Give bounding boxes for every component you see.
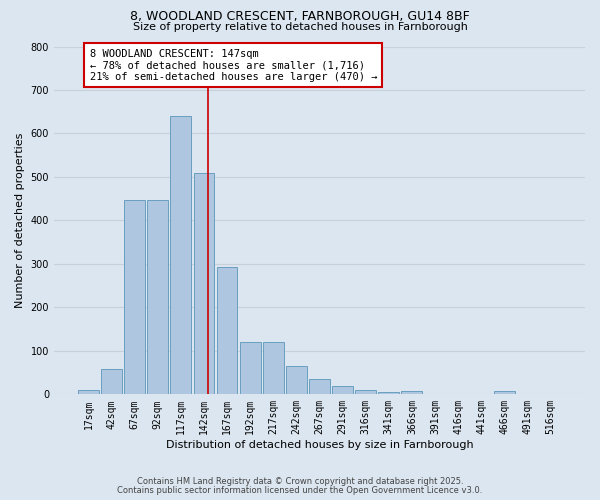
Text: 8 WOODLAND CRESCENT: 147sqm
← 78% of detached houses are smaller (1,716)
21% of : 8 WOODLAND CRESCENT: 147sqm ← 78% of det… bbox=[89, 48, 377, 82]
Bar bbox=[217, 267, 238, 394]
Text: 8, WOODLAND CRESCENT, FARNBOROUGH, GU14 8BF: 8, WOODLAND CRESCENT, FARNBOROUGH, GU14 … bbox=[130, 10, 470, 23]
Bar bbox=[148, 200, 168, 394]
Bar bbox=[355, 390, 376, 394]
Bar bbox=[124, 200, 145, 394]
Bar bbox=[240, 342, 260, 394]
Bar bbox=[494, 392, 515, 394]
Bar bbox=[263, 342, 284, 394]
Bar bbox=[170, 116, 191, 394]
Text: Contains HM Land Registry data © Crown copyright and database right 2025.: Contains HM Land Registry data © Crown c… bbox=[137, 477, 463, 486]
X-axis label: Distribution of detached houses by size in Farnborough: Distribution of detached houses by size … bbox=[166, 440, 473, 450]
Bar bbox=[309, 379, 330, 394]
Bar bbox=[401, 392, 422, 394]
Bar bbox=[332, 386, 353, 394]
Text: Contains public sector information licensed under the Open Government Licence v3: Contains public sector information licen… bbox=[118, 486, 482, 495]
Bar bbox=[194, 172, 214, 394]
Bar bbox=[78, 390, 99, 394]
Bar bbox=[101, 369, 122, 394]
Bar bbox=[286, 366, 307, 394]
Y-axis label: Number of detached properties: Number of detached properties bbox=[15, 132, 25, 308]
Text: Size of property relative to detached houses in Farnborough: Size of property relative to detached ho… bbox=[133, 22, 467, 32]
Bar bbox=[379, 392, 399, 394]
